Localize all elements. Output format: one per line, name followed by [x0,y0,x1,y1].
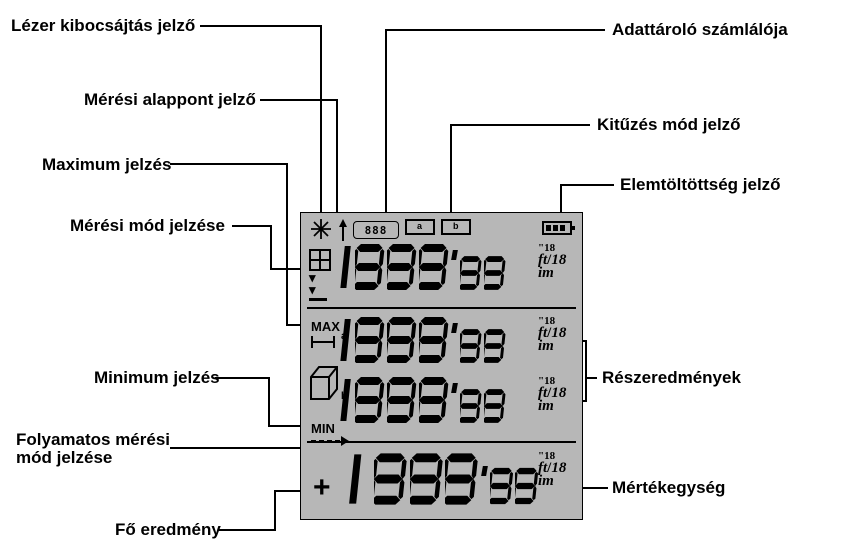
stakeout-ab-icon: a b [405,219,485,239]
leader [450,124,452,218]
unit-stack-2: "18ft/18im [538,317,574,354]
lcd-top-strip: 888 a b [311,221,572,243]
label-min: Minimum jelzés [94,368,220,388]
leader [336,99,338,217]
diagram-root: Lézer kibocsájtás jelző Mérési alappont … [0,0,851,546]
label-continuous-l2: mód jelzése [16,448,112,468]
min-indicator: MIN [311,421,335,436]
lcd-separator [307,307,576,309]
label-max: Maximum jelzés [42,155,171,175]
ref-arrow-stem-icon [342,227,344,241]
label-laser-emit: Lézer kibocsájtás jelző [11,16,195,36]
leader [170,447,308,449]
leader [385,29,387,219]
mode-icons: ▾ ▾ [309,249,337,301]
display-row-3 [339,377,539,423]
display-row-2 [339,317,539,363]
leader [232,225,272,227]
max-indicator: MAX [311,319,340,334]
label-unit: Mértékegység [612,478,725,498]
leader [450,124,590,126]
leader [286,163,288,326]
leader [170,163,288,165]
span-icon [311,341,335,343]
display-row-main [339,452,539,506]
leader [270,225,272,270]
leader [560,184,614,186]
label-stakeout: Kitűzés mód jelző [597,115,741,135]
leader [274,490,276,531]
memory-counter-display: 888 [353,221,399,239]
leader [320,25,322,218]
leader [260,99,338,101]
label-mode: Mérési mód jelzése [70,216,225,236]
leader [268,377,270,427]
leader [585,377,597,379]
battery-icon [542,221,572,235]
label-battery: Elemtöltöttség jelző [620,175,781,195]
ref-arrow-icon [339,219,347,227]
baseline-icon [309,298,327,301]
display-row-1 [339,244,539,290]
leader [218,529,276,531]
plus-sign: + [313,471,331,505]
leader [582,487,608,489]
lcd-panel: 888 a b ▾ ▾ MAX a [300,212,583,520]
lcd-separator [307,441,576,443]
label-main-result: Fő eredmény [115,520,221,540]
unit-stack-1: "18ft/18im [538,244,574,281]
area-mode-icon [309,249,331,271]
label-ref-point: Mérési alappont jelző [84,90,256,110]
leader [585,340,587,402]
unit-stack-main: "18ft/18im [538,452,574,489]
chevron-down-icon: ▾ [309,285,337,295]
volume-cube-icon [309,363,339,401]
label-continuous-l1: Folyamatos mérési [16,430,170,450]
leader [385,29,605,31]
label-partial: Részeredmények [602,368,741,388]
label-memory-counter: Adattároló számlálója [612,20,788,40]
leader [215,377,270,379]
leader [200,25,322,27]
unit-stack-3: "18ft/18im [538,377,574,414]
laser-star-icon [311,219,331,239]
